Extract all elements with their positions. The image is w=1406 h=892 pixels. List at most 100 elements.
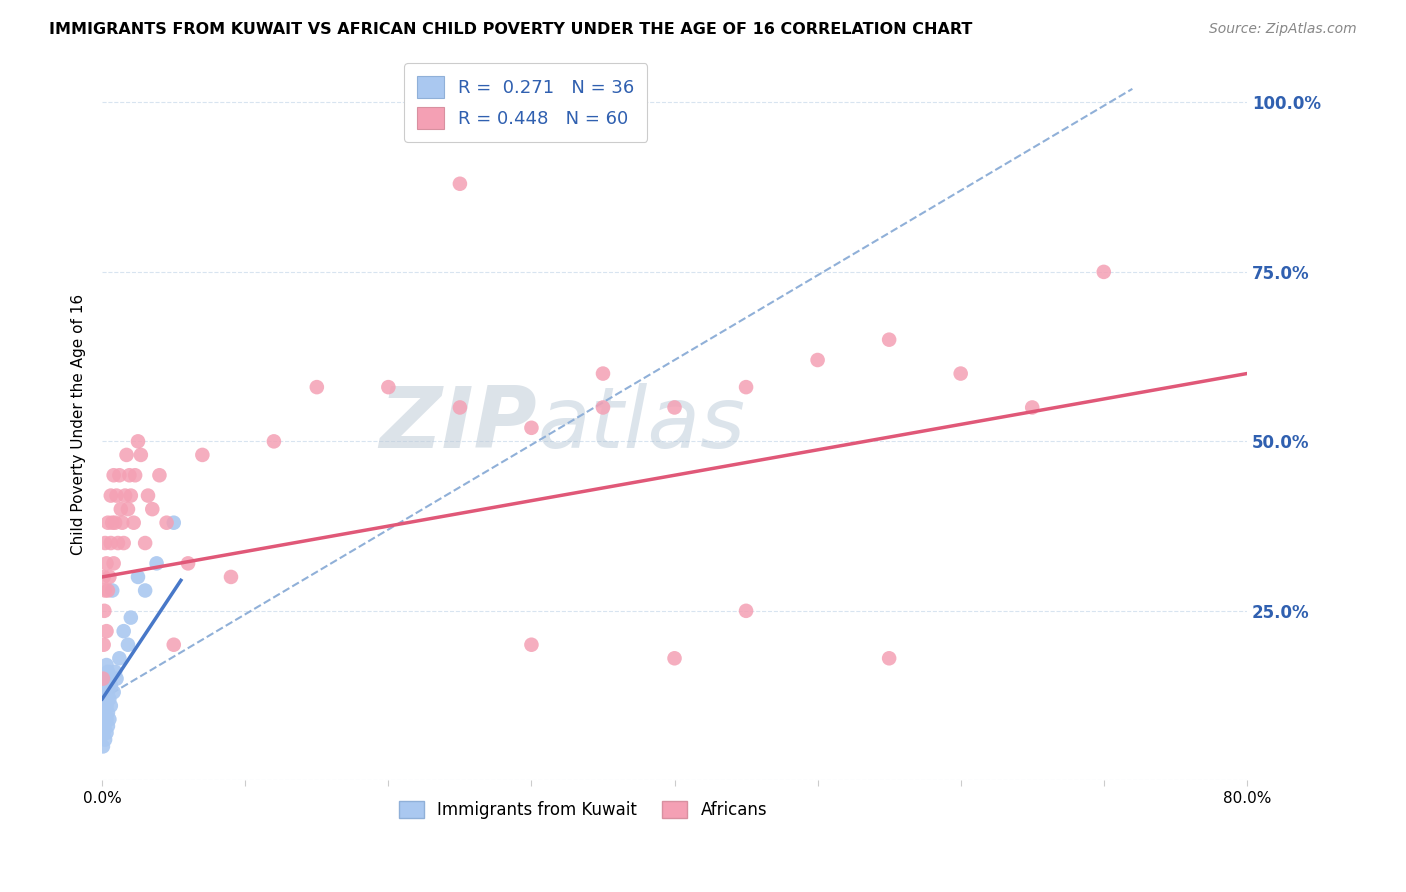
Point: [114, 489, 136, 503]
Point: [449, 177, 471, 191]
Point: [305, 380, 328, 394]
Legend: Immigrants from Kuwait, Africans: Immigrants from Kuwait, Africans: [392, 794, 773, 825]
Point: [112, 624, 135, 639]
Point: [155, 516, 177, 530]
Point: [877, 651, 900, 665]
Point: [163, 516, 186, 530]
Point: [96, 624, 118, 639]
Y-axis label: Child Poverty Under the Age of 16: Child Poverty Under the Age of 16: [72, 293, 86, 555]
Point: [134, 536, 156, 550]
Point: [91, 739, 114, 754]
Point: [103, 468, 125, 483]
Point: [94, 732, 117, 747]
Point: [100, 698, 122, 713]
Point: [98, 570, 121, 584]
Point: [129, 448, 152, 462]
Point: [163, 638, 186, 652]
Point: [98, 672, 121, 686]
Point: [124, 468, 146, 483]
Point: [96, 678, 118, 692]
Point: [807, 353, 830, 368]
Point: [520, 638, 543, 652]
Point: [93, 692, 115, 706]
Point: [134, 583, 156, 598]
Point: [592, 367, 614, 381]
Point: [96, 726, 118, 740]
Point: [101, 583, 124, 598]
Point: [94, 672, 117, 686]
Point: [949, 367, 972, 381]
Point: [94, 712, 117, 726]
Point: [97, 719, 120, 733]
Point: [96, 712, 118, 726]
Point: [664, 401, 686, 415]
Point: [111, 516, 134, 530]
Point: [877, 333, 900, 347]
Point: [177, 557, 200, 571]
Text: IMMIGRANTS FROM KUWAIT VS AFRICAN CHILD POVERTY UNDER THE AGE OF 16 CORRELATION : IMMIGRANTS FROM KUWAIT VS AFRICAN CHILD …: [49, 22, 973, 37]
Point: [735, 380, 758, 394]
Point: [107, 536, 129, 550]
Text: Source: ZipAtlas.com: Source: ZipAtlas.com: [1209, 22, 1357, 37]
Point: [735, 604, 758, 618]
Point: [97, 685, 120, 699]
Point: [664, 651, 686, 665]
Point: [96, 557, 118, 571]
Text: ZIP: ZIP: [380, 383, 537, 466]
Point: [136, 489, 159, 503]
Point: [97, 706, 120, 720]
Point: [148, 468, 170, 483]
Point: [103, 557, 125, 571]
Point: [96, 658, 118, 673]
Point: [93, 604, 115, 618]
Point: [127, 570, 149, 584]
Point: [100, 489, 122, 503]
Point: [93, 726, 115, 740]
Point: [108, 651, 131, 665]
Point: [1092, 265, 1115, 279]
Point: [108, 468, 131, 483]
Point: [120, 489, 142, 503]
Point: [105, 672, 128, 686]
Point: [120, 610, 142, 624]
Point: [127, 434, 149, 449]
Point: [112, 536, 135, 550]
Point: [98, 712, 121, 726]
Point: [94, 536, 117, 550]
Point: [93, 685, 115, 699]
Point: [98, 692, 121, 706]
Point: [145, 557, 167, 571]
Point: [100, 678, 122, 692]
Point: [93, 638, 115, 652]
Point: [94, 692, 117, 706]
Point: [103, 685, 125, 699]
Point: [97, 665, 120, 679]
Point: [110, 502, 132, 516]
Point: [93, 719, 115, 733]
Point: [105, 489, 128, 503]
Point: [219, 570, 242, 584]
Point: [191, 448, 214, 462]
Point: [118, 468, 141, 483]
Point: [1021, 401, 1043, 415]
Point: [93, 706, 115, 720]
Point: [100, 536, 122, 550]
Point: [101, 516, 124, 530]
Text: atlas: atlas: [537, 383, 745, 466]
Point: [115, 448, 138, 462]
Point: [91, 672, 114, 686]
Point: [93, 570, 115, 584]
Point: [96, 698, 118, 713]
Point: [263, 434, 285, 449]
Point: [104, 665, 127, 679]
Point: [377, 380, 399, 394]
Point: [117, 638, 139, 652]
Point: [122, 516, 145, 530]
Point: [592, 401, 614, 415]
Point: [97, 516, 120, 530]
Point: [97, 583, 120, 598]
Point: [520, 421, 543, 435]
Point: [449, 401, 471, 415]
Point: [104, 516, 127, 530]
Point: [94, 583, 117, 598]
